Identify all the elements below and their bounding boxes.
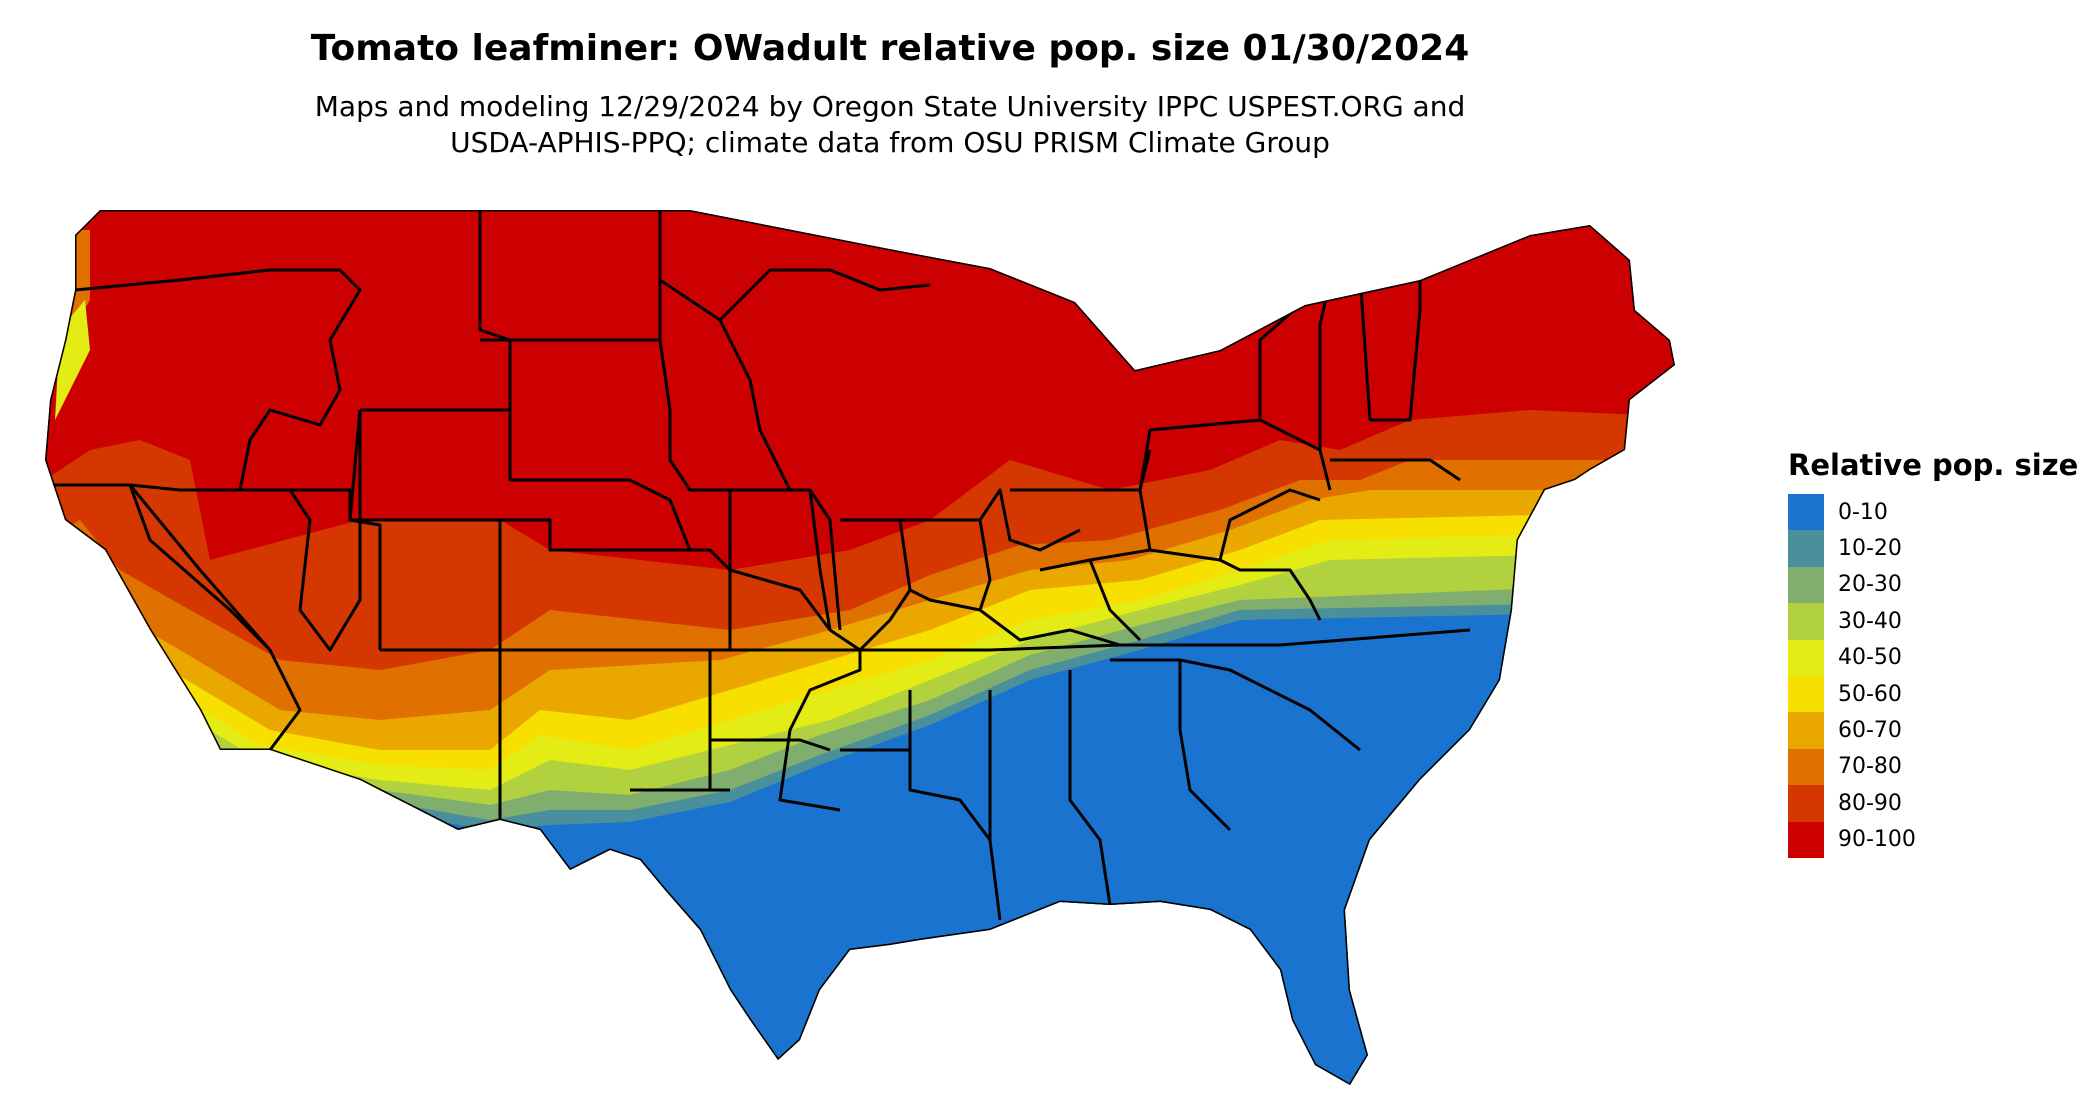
legend-item: 90-100 (1788, 821, 2078, 858)
legend-swatch (1788, 785, 1824, 822)
legend-swatch (1788, 675, 1824, 713)
legend-swatch (1788, 712, 1824, 749)
legend-item: 0-10 (1788, 494, 2078, 531)
legend-label: 40-50 (1838, 645, 1902, 671)
legend-item: 50-60 (1788, 675, 2078, 713)
map-title: Tomato leafminer: OWadult relative pop. … (310, 28, 1470, 69)
legend-label: 90-100 (1838, 827, 1916, 853)
state-borders (45, 210, 1675, 1085)
legend-swatch (1788, 603, 1824, 640)
legend-swatch (1788, 639, 1824, 676)
map-subtitle-line-2: USDA-APHIS-PPQ; climate data from OSU PR… (450, 126, 1330, 159)
map-legend: Relative pop. size 0-10 10-20 20-30 30-40 40… (1788, 448, 2078, 858)
legend-item: 10-20 (1788, 530, 2078, 567)
legend-label: 10-20 (1838, 536, 1902, 562)
legend-label: 60-70 (1838, 718, 1902, 744)
legend-swatch (1788, 530, 1824, 567)
legend-item: 20-30 (1788, 566, 2078, 604)
legend-item: 60-70 (1788, 712, 2078, 749)
legend-item: 30-40 (1788, 603, 2078, 640)
legend-item: 70-80 (1788, 748, 2078, 786)
us-pest-map (45, 210, 1675, 1085)
legend-swatch (1788, 494, 1824, 531)
legend-item: 80-90 (1788, 785, 2078, 822)
legend-label: 30-40 (1838, 608, 1902, 634)
legend-items: 0-10 10-20 20-30 30-40 40-50 50-60 60-70 70-80 8… (1788, 494, 2078, 858)
legend-title: Relative pop. size (1788, 448, 2079, 482)
legend-item: 40-50 (1788, 639, 2078, 676)
legend-swatch (1788, 821, 1824, 858)
legend-label: 80-90 (1838, 790, 1902, 816)
legend-label: 20-30 (1838, 572, 1902, 598)
legend-swatch (1788, 748, 1824, 786)
legend-label: 50-60 (1838, 681, 1902, 707)
map-subtitle-line-1: Maps and modeling 12/29/2024 by Oregon S… (314, 90, 1466, 123)
legend-label: 70-80 (1838, 754, 1902, 780)
legend-label: 0-10 (1838, 499, 1888, 525)
legend-swatch (1788, 566, 1824, 604)
